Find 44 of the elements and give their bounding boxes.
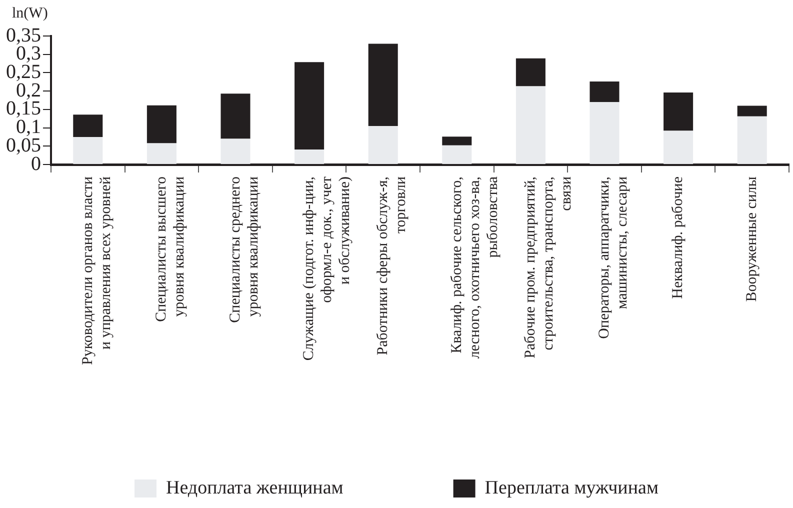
category-label: оформл-е док., учет bbox=[319, 176, 336, 303]
bar bbox=[516, 58, 546, 86]
category-label: связи bbox=[558, 176, 575, 211]
bar bbox=[73, 114, 103, 137]
bar bbox=[146, 105, 176, 144]
bar bbox=[737, 116, 767, 164]
category-label: лесного, охотничьего хоз-ва, bbox=[466, 176, 483, 359]
category-label: строительства, транспорта, bbox=[540, 176, 557, 350]
category-label: и обслуживание) bbox=[337, 176, 354, 285]
legend-label: Недоплата женщинам bbox=[166, 477, 344, 498]
category-label: Руководители органов власти bbox=[80, 176, 96, 366]
bar bbox=[220, 94, 250, 139]
bar bbox=[368, 44, 398, 126]
category-label: Квалиф. рабочие сельского, bbox=[448, 176, 465, 354]
category-label: машинисты, слесари bbox=[614, 176, 630, 310]
bar bbox=[220, 138, 250, 164]
category-label: Вооруженные силы bbox=[744, 176, 760, 302]
bar bbox=[73, 136, 103, 164]
y-axis-title: ln(W) bbox=[12, 5, 48, 22]
bar bbox=[590, 82, 620, 102]
bar bbox=[294, 149, 324, 164]
bar bbox=[590, 102, 620, 164]
bar bbox=[737, 106, 767, 116]
bar bbox=[294, 62, 324, 150]
category-label: Рабочие пром. предприятий, bbox=[522, 176, 539, 358]
bar bbox=[664, 92, 694, 131]
bar bbox=[368, 126, 398, 164]
category-label: уровня квалификации bbox=[172, 176, 188, 317]
bar bbox=[664, 130, 694, 164]
legend-label: Переплата мужчинам bbox=[484, 477, 658, 498]
bar bbox=[516, 86, 546, 164]
category-label: Операторы, аппаратчики, bbox=[596, 176, 612, 339]
category-label: рыболовства bbox=[484, 176, 501, 258]
category-label: Специалисты высшего bbox=[154, 176, 170, 322]
bar bbox=[442, 136, 472, 146]
category-label: Специалисты среднего bbox=[227, 176, 244, 323]
category-label: уровня квалификации bbox=[245, 176, 262, 317]
category-label: и управления всех уровней bbox=[98, 176, 114, 350]
bar bbox=[146, 143, 176, 164]
bar bbox=[442, 145, 472, 164]
category-label: Неквалиф. рабочие bbox=[670, 176, 686, 299]
category-label: Служащие (подгот. инф-ции, bbox=[301, 176, 318, 361]
category-label: торговли bbox=[393, 176, 410, 234]
category-label: Работники сферы обслуж-я, bbox=[375, 176, 392, 356]
